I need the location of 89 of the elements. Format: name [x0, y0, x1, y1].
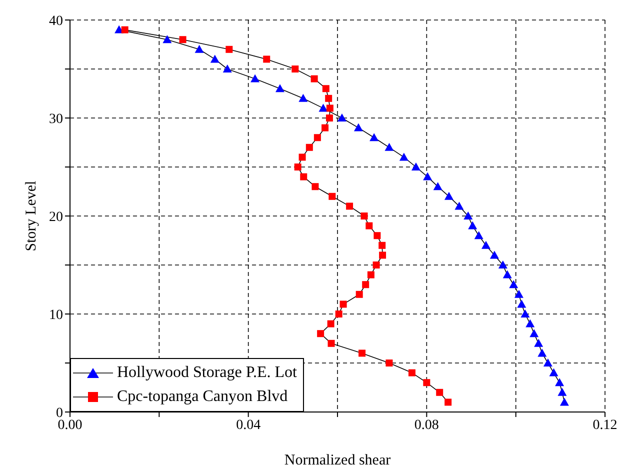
point: [454, 202, 464, 210]
point: [275, 84, 284, 92]
point: [386, 360, 393, 366]
point: [411, 162, 420, 170]
point: [538, 348, 547, 357]
point: [298, 94, 308, 102]
point: [292, 66, 299, 72]
point: [423, 379, 430, 386]
point: [543, 358, 552, 366]
point: [328, 192, 336, 200]
point: [322, 85, 330, 92]
point: [378, 242, 386, 249]
point: [366, 222, 373, 230]
point: [526, 319, 535, 328]
point: [318, 104, 328, 112]
point: [194, 44, 204, 53]
point: [498, 260, 508, 268]
point: [210, 54, 220, 63]
point: [502, 270, 512, 278]
point: [310, 75, 318, 82]
point: [317, 330, 324, 338]
point: [114, 25, 124, 34]
point: [326, 114, 333, 122]
point: [490, 250, 499, 259]
y-tick-label: 20: [49, 210, 63, 225]
point: [534, 338, 544, 347]
point: [444, 398, 452, 406]
point: [294, 164, 302, 170]
x-tick-label: 0.12: [592, 418, 618, 433]
point: [444, 192, 454, 200]
point: [468, 221, 478, 230]
point: [360, 212, 368, 220]
point: [367, 271, 374, 278]
x-tick-label: 0.08: [414, 418, 439, 433]
point: [300, 173, 308, 180]
point: [312, 183, 319, 190]
point: [436, 388, 444, 396]
point: [354, 123, 363, 132]
point: [423, 172, 432, 180]
point: [374, 232, 381, 240]
point: [481, 240, 490, 249]
point: [121, 26, 128, 34]
point: [362, 281, 370, 288]
point: [560, 398, 569, 406]
point: [514, 290, 524, 298]
point: [314, 134, 321, 142]
legend-label: Cpc-topanga Canyon Blvd: [117, 387, 288, 407]
point: [555, 378, 564, 386]
y-tick-label: 10: [49, 308, 63, 323]
point: [464, 212, 473, 220]
y-tick-label: 30: [49, 112, 63, 127]
point: [384, 142, 394, 151]
point: [558, 388, 567, 396]
point: [327, 320, 334, 328]
point: [520, 310, 530, 318]
point: [358, 350, 366, 357]
point: [370, 133, 379, 142]
point: [379, 252, 386, 259]
point: [335, 310, 342, 318]
point: [433, 182, 442, 190]
point: [340, 300, 347, 308]
y-tick-label: 40: [49, 14, 63, 29]
point: [250, 74, 260, 82]
point: [226, 46, 233, 53]
point: [298, 154, 306, 161]
point: [356, 290, 363, 298]
point: [322, 124, 329, 132]
point: [337, 114, 346, 122]
y-axis-title: Story Level: [23, 180, 40, 252]
point: [328, 340, 335, 347]
x-axis-title: Normalized shear: [284, 452, 391, 469]
point: [530, 329, 539, 338]
point: [346, 202, 354, 210]
point: [372, 262, 380, 268]
point: [162, 35, 172, 44]
point: [306, 144, 313, 151]
x-tick-label: 0.04: [236, 418, 261, 433]
point: [222, 64, 232, 72]
point: [549, 368, 558, 376]
point: [326, 104, 334, 112]
point: [179, 36, 186, 44]
legend-label: Hollywood Storage P.E. Lot: [117, 363, 297, 383]
point: [517, 300, 526, 308]
point: [263, 56, 270, 63]
point: [474, 231, 484, 240]
point: [408, 369, 416, 376]
point: [399, 152, 408, 161]
point: [509, 280, 518, 288]
point: [325, 94, 332, 102]
